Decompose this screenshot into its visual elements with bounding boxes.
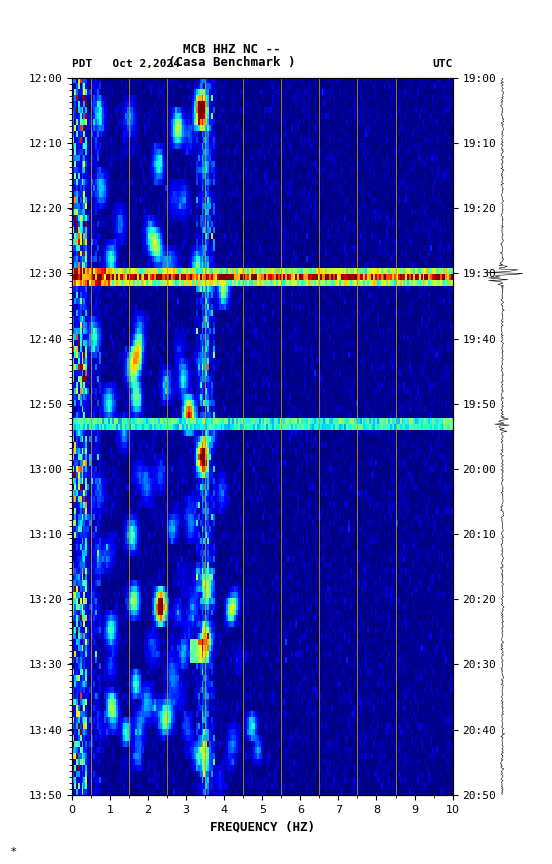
- Text: PDT   Oct 2,2024: PDT Oct 2,2024: [72, 59, 180, 69]
- Text: MCB HHZ NC --: MCB HHZ NC --: [183, 43, 280, 56]
- X-axis label: FREQUENCY (HZ): FREQUENCY (HZ): [210, 820, 315, 833]
- Text: (Casa Benchmark ): (Casa Benchmark ): [168, 56, 295, 69]
- Text: UTC: UTC: [432, 59, 453, 69]
- Text: *: *: [11, 848, 17, 857]
